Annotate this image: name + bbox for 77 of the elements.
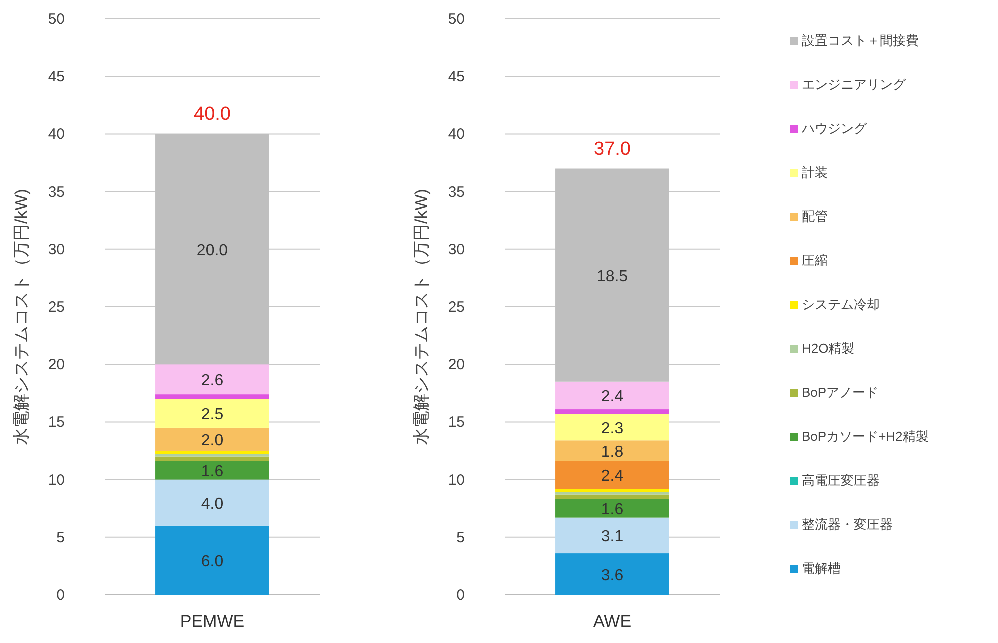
y-tick-label: 20 (448, 356, 465, 374)
y-tick-label: 20 (48, 356, 65, 374)
y-axis-title: 水電解システムコスト（万円/kW) (12, 189, 31, 445)
y-tick-label: 25 (448, 299, 465, 316)
y-tick-label: 0 (56, 587, 65, 604)
total-label: 40.0 (194, 104, 231, 126)
data-label: 1.6 (201, 464, 224, 481)
bar (556, 554, 670, 595)
legend-label: 計装 (802, 165, 828, 180)
y-tick-label: 50 (48, 11, 65, 28)
y-tick-label: 35 (48, 184, 65, 201)
y-tick-label: 35 (448, 184, 465, 201)
data-label: 2.6 (201, 372, 224, 390)
y-tick-label: 30 (48, 241, 65, 258)
legend-label: 整流器・変圧器 (802, 517, 893, 532)
bar (156, 399, 270, 428)
data-label: 1.6 (601, 502, 624, 519)
bar (156, 364, 270, 395)
legend-label: H2O精製 (802, 341, 855, 356)
y-tick-label: 5 (56, 529, 65, 546)
y-tick-label: 25 (48, 299, 65, 316)
data-label: 4.0 (201, 496, 224, 513)
y-tick-label: 40 (48, 126, 65, 144)
y-tick-label: 15 (448, 414, 465, 432)
bar (556, 440, 670, 462)
bar (156, 394, 270, 400)
legend-label: エンジニアリング (802, 77, 907, 92)
bar (556, 489, 670, 492)
y-tick-label: 40 (448, 126, 465, 144)
y-tick-label: 45 (448, 68, 465, 86)
bar (156, 526, 270, 595)
bar (156, 451, 270, 454)
y-tick-label: 30 (448, 241, 465, 258)
bar (156, 461, 270, 480)
data-label: 2.4 (601, 388, 624, 406)
y-tick-label: 50 (448, 11, 465, 28)
bar (556, 414, 670, 441)
y-tick-label: 15 (48, 414, 65, 432)
data-label: 2.5 (201, 406, 224, 424)
x-tick-label: AWE (593, 612, 632, 631)
legend-label: システム冷却 (802, 297, 880, 312)
legend-label: 電解槽 (802, 561, 841, 576)
bar (556, 461, 670, 490)
y-axis-title: 水電解システムコスト（万円/kW) (412, 189, 431, 445)
bar (156, 480, 270, 526)
data-label: 20.0 (196, 242, 228, 260)
data-label: 3.6 (601, 567, 624, 584)
bar (556, 410, 670, 414)
legend-label: BoPカソード+H2精製 (802, 429, 929, 444)
x-tick-label: PEMWE (180, 612, 245, 631)
y-tick-label: 0 (456, 587, 465, 604)
data-label: 1.8 (601, 444, 624, 461)
data-label: 2.3 (601, 420, 624, 438)
legend-label: ハウジング (801, 121, 868, 136)
total-label: 37.0 (594, 138, 631, 160)
bar (556, 494, 670, 500)
data-label: 2.0 (201, 432, 224, 450)
legend-label: 設置コスト＋間接費 (802, 33, 919, 48)
bar (556, 499, 670, 518)
bar (156, 428, 270, 451)
y-tick-label: 10 (48, 472, 65, 489)
data-label: 2.4 (601, 468, 624, 486)
legend-label: 圧縮 (802, 253, 828, 268)
legend-label: 高電圧変圧器 (802, 473, 880, 488)
data-label: 3.1 (601, 528, 624, 546)
legend-label: BoPアノード (802, 385, 879, 400)
legend-label: 配管 (802, 209, 828, 224)
bar (556, 492, 670, 495)
bar (156, 456, 270, 462)
data-label: 6.0 (201, 553, 224, 570)
y-tick-label: 45 (48, 68, 65, 86)
y-tick-label: 5 (456, 529, 465, 546)
bar (556, 382, 670, 410)
data-label: 18.5 (596, 268, 628, 286)
y-tick-label: 10 (448, 472, 465, 489)
bar (156, 454, 270, 457)
bar (556, 518, 670, 554)
